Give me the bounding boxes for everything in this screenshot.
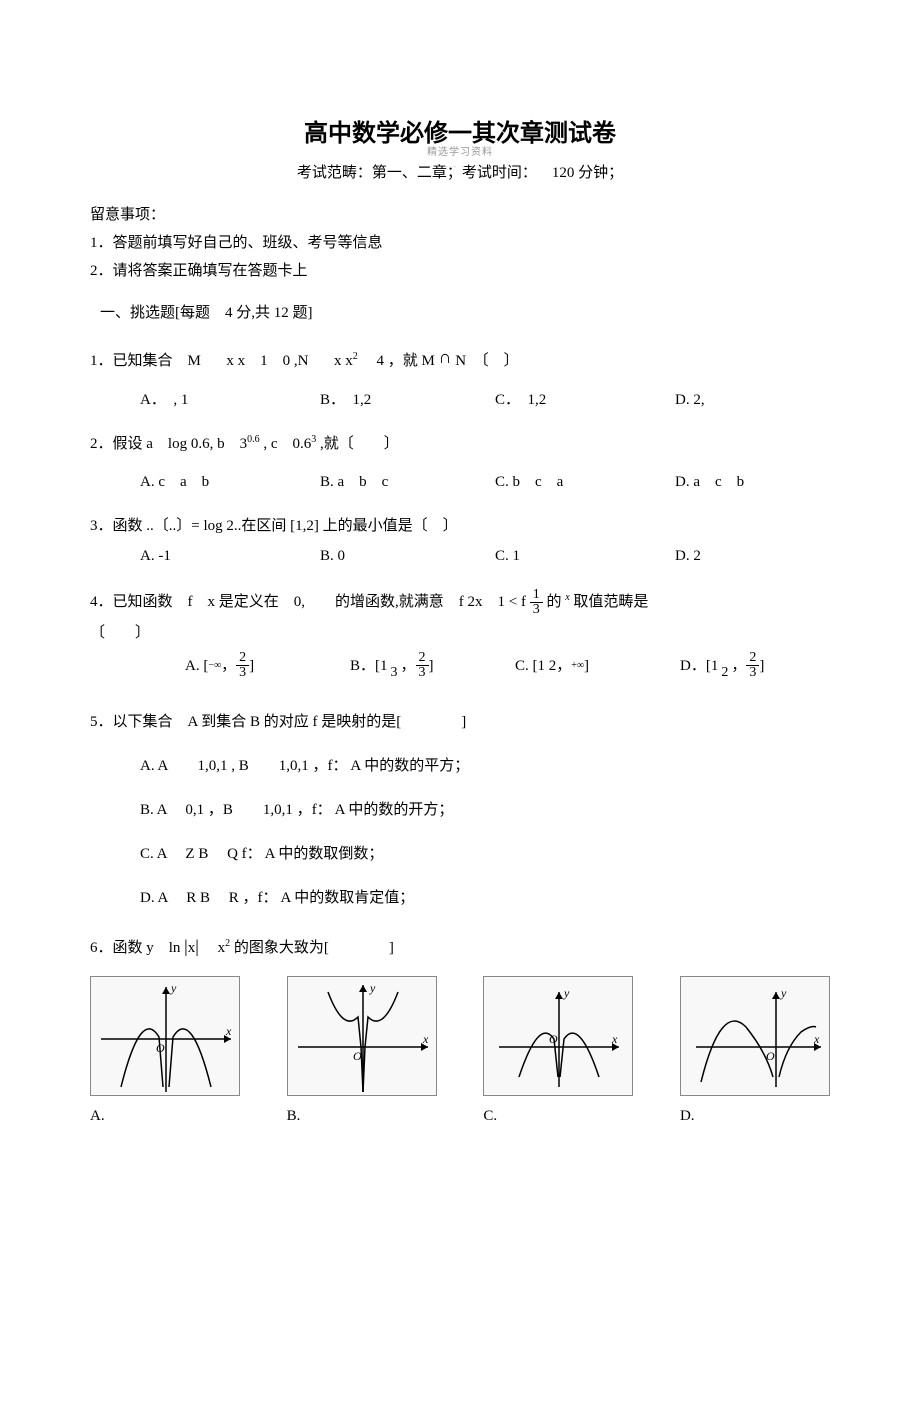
question-3: 3．函数 ..〔..〕= log 2..在区间 [1,2] 上的最小值是〔 〕 [90,514,830,538]
q5-opt-b: B. A 0,1 ，B 1,0,1 ，f： A 中的数的开方； [90,798,830,822]
q4-frac: 1 3 [530,588,543,617]
graph-c: x y O C. [483,976,633,1128]
q1-set-m: x x 1 0 ,N [226,353,308,369]
q1-stem-prefix: 1．已知集合 M [90,353,201,369]
watermark-sub: - - - - [427,161,493,174]
q1-opt-a: A． , 1 [140,388,320,412]
q2-opt-b: B. a b c [320,470,495,494]
subtitle-time: 120 分钟； [552,165,623,181]
notice-head: 留意事项： [90,203,830,227]
graph-a: x y O A. [90,976,240,1128]
q1-options: A． , 1 B． 1,2 C． 1,2 D. 2, [90,388,830,412]
q1-set-n-suffix: 4 ，就 M [361,353,434,369]
pos-inf-icon: +∞ [571,658,584,674]
question-5: 5．以下集合 A 到集合 B 的对应 f 是映射的是[ ] [90,710,830,734]
graph-d: x y O D. [680,976,830,1128]
q4-opt-b: B．[1 3 ， 23 ] [350,651,515,680]
svg-text:y: y [369,981,376,995]
question-6: 6．函数 y ln |x| x2 的图象大致为[ ] [90,932,830,961]
q2-opt-a: A. c a b [140,470,320,494]
q3-opt-c: C. 1 [495,544,675,568]
q1-exp: 2 [353,351,358,362]
q6-stem-a: 6．函数 y ln [90,940,180,956]
q6-graphs: x y O A. x y O B. [90,976,830,1128]
graph-b: x y O B. [287,976,437,1128]
q5-opt-a: A. A 1,0,1 , B 1,0,1 ，f： A 中的数的平方； [90,754,830,778]
graph-d-label: D. [680,1104,830,1128]
q4-opt-d: D．[1 2 ， 23 ] [680,651,810,680]
question-4: 4．已知函数 f x 是定义在 0, 的增函数,就满意 f 2x 1 < f 1… [90,588,830,617]
q4-opt-c: C. [1 2 ， +∞ ] [515,651,680,680]
q4-stem-b: 的 [546,594,561,610]
q1-opt-c: C． 1,2 [495,388,675,412]
q4-bracket: 〔 〕 [90,621,830,645]
abs-right-icon: | [195,936,199,956]
q3-opt-a: A. -1 [140,544,320,568]
svg-text:y: y [780,986,787,1000]
q1-set-n: x x [334,353,353,369]
graph-c-label: C. [483,1104,633,1128]
q6-stem-b: x [203,940,226,956]
q2-exp-c: 3 [311,434,316,445]
subtitle-prefix: 考试范畴：第一、二章；考试时间： [297,165,537,181]
q4-var: x [565,592,569,603]
neg-inf-icon: −∞ [208,658,221,674]
q4-stem-a: 4．已知函数 f x 是定义在 0, 的增函数,就满意 f 2x 1 < f [90,594,526,610]
cap-icon: ∩ [439,347,452,367]
notice-2: 2．请将答案正确填写在答题卡上 [90,259,830,283]
q4-opt-a: A. [ −∞ ， 23 ] [185,651,350,680]
question-1: 1．已知集合 M x x 1 0 ,N x x2 4 ，就 M ∩ N 〔 〕 [90,345,830,374]
q4-options: A. [ −∞ ， 23 ] B．[1 3 ， 23 ] C. [1 2 ， +… [90,651,830,680]
q2-opt-c: C. b c a [495,470,675,494]
q3-opt-b: B. 0 [320,544,495,568]
q1-opt-b: B． 1,2 [320,388,495,412]
graph-a-label: A. [90,1104,240,1128]
q3-options: A. -1 B. 0 C. 1 D. 2 [90,544,830,568]
graph-b-label: B. [287,1104,437,1128]
q2-options: A. c a b B. a b c C. b c a D. a c b [90,470,830,494]
q2-mid: , c 0.6 [263,436,311,452]
svg-text:x: x [813,1032,820,1046]
watermark-main: 精选学习资料 [427,145,493,161]
q2-exp-b: 0.6 [247,434,260,445]
svg-text:y: y [170,981,177,995]
q1-n-end: N 〔 〕 [455,353,518,369]
q6-stem-c: 的图象大致为[ ] [234,940,394,956]
question-2: 2．假设 a log 0.6, b 30.6 , c 0.63 ,就〔 〕 [90,432,830,456]
q5-opt-d: D. A R B R ，f： A 中的数取肯定值； [90,886,830,910]
q2-opt-d: D. a c b [675,470,805,494]
q3-opt-d: D. 2 [675,544,805,568]
q6-exp: 2 [225,938,230,949]
watermark: 精选学习资料 - - - - [427,145,493,174]
q2-stem: 2．假设 a log 0.6, b 3 [90,436,247,452]
q2-suffix: ,就〔 〕 [320,436,399,452]
notice-1: 1．答题前填写好自己的、班级、考号等信息 [90,231,830,255]
q1-opt-d: D. 2, [675,388,805,412]
svg-text:x: x [611,1032,618,1046]
q4-stem-c: 取值范畴是 [573,594,648,610]
svg-text:y: y [563,986,570,1000]
q5-opt-c: C. A Z B Q f： A 中的数取倒数； [90,842,830,866]
svg-text:x: x [422,1032,429,1046]
svg-text:x: x [225,1024,232,1038]
section-1-title: 一、挑选题[每题 4 分,共 12 题] [90,301,830,325]
